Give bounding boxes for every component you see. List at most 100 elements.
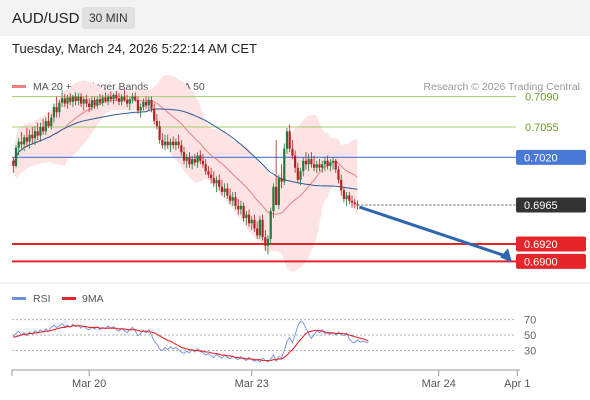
candle-body — [117, 98, 121, 102]
candle-body — [23, 137, 26, 145]
candle — [88, 98, 91, 113]
candle-body — [269, 211, 272, 239]
candle-body — [299, 171, 302, 180]
candle — [182, 146, 186, 165]
candle-body — [174, 141, 177, 146]
level-tag-0-6900 — [516, 253, 586, 269]
candle-body — [266, 238, 270, 246]
candle-body — [180, 145, 183, 153]
candle — [218, 174, 221, 191]
candle-body — [131, 96, 134, 100]
candle-body — [144, 101, 148, 106]
candle-body — [231, 197, 234, 201]
candle-body — [150, 100, 153, 109]
legend-ma20-swatch — [12, 85, 26, 88]
candle — [253, 214, 256, 232]
candle — [66, 94, 69, 109]
candle-body — [304, 160, 308, 165]
candle-body — [82, 99, 85, 104]
candle — [272, 183, 275, 219]
candle-body — [307, 159, 310, 165]
candle — [199, 150, 202, 165]
candle-body — [155, 120, 159, 127]
candle-body — [239, 205, 243, 210]
candle — [150, 96, 153, 113]
candle — [139, 103, 142, 118]
candle — [55, 96, 58, 118]
candle-body — [169, 141, 172, 146]
candle-body — [71, 96, 75, 102]
candle — [310, 152, 313, 168]
candle-body — [312, 164, 316, 168]
candle — [312, 155, 316, 172]
candle — [237, 198, 240, 215]
candle-body — [196, 155, 199, 163]
candle-body — [126, 100, 129, 104]
candle-body — [17, 141, 20, 148]
candle-body — [90, 100, 93, 108]
candle-body — [337, 169, 340, 180]
candle-body — [63, 98, 66, 104]
candle-body — [58, 102, 61, 113]
timestamp: Tuesday, March 24, 2026 5:22:14 AM CET — [12, 41, 257, 56]
candle-body — [315, 164, 318, 168]
candle-body — [356, 204, 359, 206]
symbol-title: AUD/USD — [12, 10, 80, 27]
candle — [31, 126, 34, 144]
candle-body — [264, 237, 267, 246]
legend-9ma-label: 9MA — [82, 293, 104, 305]
candle — [142, 98, 145, 111]
candle-body — [60, 98, 64, 103]
candle-body — [77, 96, 80, 101]
level-label-0-7055: 0.7055 — [525, 122, 559, 134]
candle-body — [42, 126, 45, 132]
candle — [90, 96, 93, 111]
candle — [115, 90, 118, 101]
level-label-0-7090: 0.7090 — [525, 92, 559, 104]
candle — [340, 174, 343, 196]
candle-body — [161, 139, 164, 146]
candle-body — [47, 120, 50, 127]
candle — [280, 164, 283, 189]
candle-body — [242, 205, 245, 219]
candle — [117, 93, 121, 106]
candle-body — [256, 228, 259, 236]
candle-body — [33, 131, 37, 139]
candle-body — [112, 94, 115, 100]
candle-body — [191, 159, 194, 165]
candle-body — [139, 107, 142, 111]
candle — [147, 96, 150, 111]
candle — [334, 159, 337, 173]
candle-body — [353, 202, 356, 205]
candle — [315, 160, 318, 173]
candle-body — [234, 197, 237, 206]
candle-body — [158, 126, 161, 140]
candle — [120, 94, 123, 106]
candle-body — [294, 155, 297, 168]
candle — [283, 143, 286, 186]
candle — [261, 214, 264, 241]
candle-body — [101, 97, 104, 103]
candle-body — [52, 107, 56, 118]
level-label-0-7020: 0.7020 — [524, 152, 558, 164]
candle — [296, 162, 299, 184]
candle — [258, 216, 261, 239]
candle-body — [323, 160, 327, 165]
candle — [112, 93, 115, 105]
candle-body — [331, 160, 335, 163]
candle-body — [98, 99, 102, 103]
candle — [177, 134, 180, 149]
candle — [275, 139, 278, 206]
candle-body — [25, 137, 28, 142]
candle-body — [215, 179, 218, 184]
rsi-tick-50: 50 — [524, 330, 536, 342]
candle — [174, 138, 177, 151]
candle — [109, 91, 112, 102]
candle — [348, 192, 351, 205]
legend-rsi-label: RSI — [33, 293, 51, 305]
candle — [39, 122, 42, 142]
candle-body — [245, 214, 248, 219]
candle-body — [201, 160, 205, 165]
candle-body — [228, 195, 232, 201]
timeframe-button[interactable]: 30 MIN — [82, 7, 135, 29]
